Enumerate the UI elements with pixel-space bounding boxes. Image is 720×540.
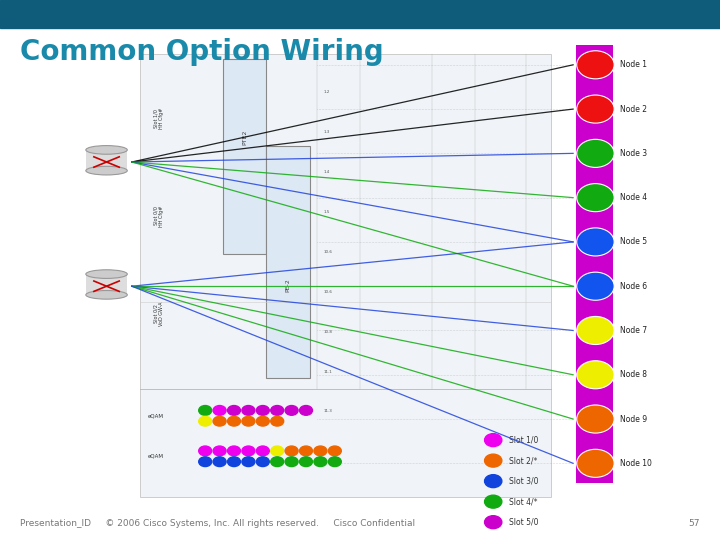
Text: 57: 57 (688, 519, 700, 528)
Text: Slot 4/*: Slot 4/* (509, 497, 538, 506)
Circle shape (199, 416, 212, 426)
Circle shape (485, 434, 502, 447)
Circle shape (577, 139, 614, 167)
Bar (576, 45, 613, 483)
Text: Common Option Wiring: Common Option Wiring (20, 38, 384, 66)
Circle shape (199, 446, 212, 456)
Circle shape (485, 454, 502, 467)
Text: 10.8: 10.8 (324, 329, 333, 334)
Circle shape (256, 457, 269, 467)
Text: Node 1: Node 1 (620, 60, 647, 69)
Circle shape (271, 446, 284, 456)
Circle shape (256, 416, 269, 426)
Text: 11.1: 11.1 (324, 369, 333, 374)
Text: Slot 3/0: Slot 3/0 (509, 477, 539, 485)
Circle shape (300, 406, 312, 415)
Circle shape (271, 457, 284, 467)
Text: 1.4: 1.4 (324, 170, 330, 174)
Text: Node 9: Node 9 (620, 415, 647, 423)
Ellipse shape (86, 146, 127, 154)
Circle shape (577, 184, 614, 212)
Bar (266, 146, 310, 378)
Circle shape (228, 446, 240, 456)
Bar (0, 0, 720, 28)
Circle shape (213, 457, 226, 467)
Text: Node 2: Node 2 (620, 105, 647, 113)
Circle shape (242, 446, 255, 456)
Circle shape (300, 457, 312, 467)
Text: Node 8: Node 8 (620, 370, 647, 379)
Circle shape (271, 416, 284, 426)
Circle shape (485, 516, 502, 529)
Circle shape (256, 446, 269, 456)
Text: Slot 0/2
VoD GW-A: Slot 0/2 VoD GW-A (153, 301, 164, 326)
Bar (86, 274, 127, 295)
Circle shape (213, 446, 226, 456)
Text: Presentation_ID     © 2006 Cisco Systems, Inc. All rights reserved.     Cisco Co: Presentation_ID © 2006 Cisco Systems, In… (20, 519, 415, 528)
Text: Slot 1/0: Slot 1/0 (509, 436, 539, 444)
Text: 11.3: 11.3 (324, 409, 333, 414)
Circle shape (300, 446, 312, 456)
Circle shape (328, 457, 341, 467)
Circle shape (577, 228, 614, 256)
Circle shape (485, 475, 502, 488)
Circle shape (577, 51, 614, 79)
Text: 1.5: 1.5 (324, 210, 330, 214)
Text: 1.2: 1.2 (324, 90, 330, 94)
Text: Slot 1/0
HH Cfg#: Slot 1/0 HH Cfg# (153, 108, 164, 130)
Circle shape (213, 406, 226, 415)
Circle shape (577, 272, 614, 300)
Circle shape (485, 495, 502, 508)
Text: 10.6: 10.6 (324, 289, 333, 294)
Text: PE-2: PE-2 (286, 278, 290, 292)
Circle shape (314, 446, 327, 456)
Circle shape (242, 457, 255, 467)
Ellipse shape (86, 270, 127, 279)
Text: PTE2: PTE2 (243, 130, 247, 145)
Circle shape (577, 361, 614, 389)
Circle shape (199, 457, 212, 467)
Circle shape (577, 449, 614, 477)
Circle shape (328, 446, 341, 456)
Circle shape (242, 416, 255, 426)
Circle shape (285, 446, 298, 456)
Text: 10.6: 10.6 (324, 249, 333, 254)
Circle shape (285, 457, 298, 467)
Bar (140, 54, 551, 497)
Text: Slot 0/0
HH Cfg#: Slot 0/0 HH Cfg# (153, 205, 164, 227)
Circle shape (228, 457, 240, 467)
Text: Node 3: Node 3 (620, 149, 647, 158)
Circle shape (213, 416, 226, 426)
Circle shape (256, 406, 269, 415)
Ellipse shape (86, 166, 127, 175)
Circle shape (242, 406, 255, 415)
Text: 1.3: 1.3 (324, 130, 330, 134)
Circle shape (577, 95, 614, 123)
Circle shape (199, 406, 212, 415)
Circle shape (271, 406, 284, 415)
Bar (223, 59, 266, 254)
Text: Node 7: Node 7 (620, 326, 647, 335)
Circle shape (314, 457, 327, 467)
Text: Node 6: Node 6 (620, 282, 647, 291)
Ellipse shape (86, 291, 127, 299)
Circle shape (577, 405, 614, 433)
Text: Slot 2/*: Slot 2/* (509, 456, 537, 465)
Circle shape (285, 406, 298, 415)
Text: Node 10: Node 10 (620, 459, 652, 468)
Text: Node 5: Node 5 (620, 238, 647, 246)
Text: Slot 5/0: Slot 5/0 (509, 518, 539, 526)
Circle shape (577, 316, 614, 345)
Text: eQAM: eQAM (148, 413, 163, 418)
Bar (86, 150, 127, 171)
Circle shape (228, 406, 240, 415)
Circle shape (228, 416, 240, 426)
Text: eQAM: eQAM (148, 454, 163, 459)
Text: Node 4: Node 4 (620, 193, 647, 202)
